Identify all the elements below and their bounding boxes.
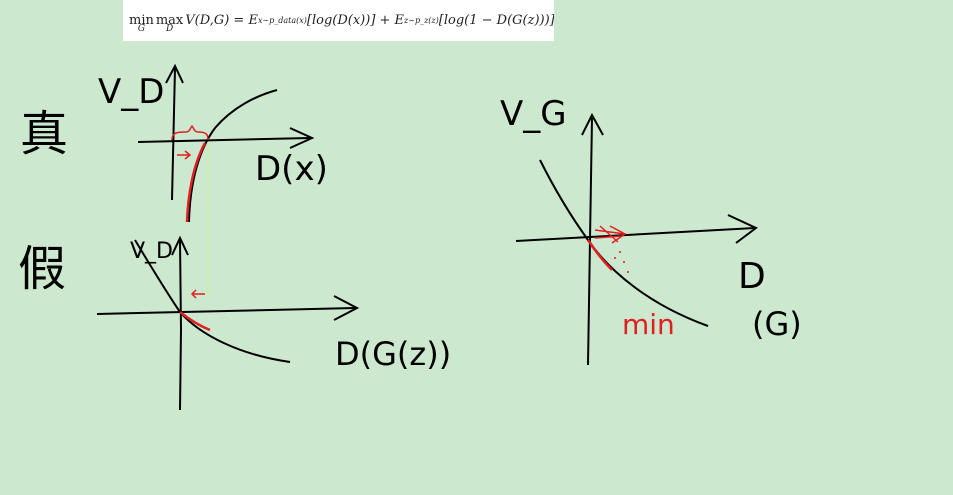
fake-x-axis [96,307,356,315]
gen-x-axis [515,227,756,242]
red-dot [614,257,616,259]
red-arrow-left [190,289,205,299]
fake-character: 假 [18,241,66,297]
dg-label-g: (G) [752,305,802,343]
formula-rhs: [log(1 − D(G(z)))] [438,13,554,28]
red-arrow-right [177,150,192,160]
formula-mid: [log(D(x))] + E [306,13,405,28]
fake-red-segment [179,311,211,332]
dx-label: D(x) [255,149,328,189]
gen-curve [539,159,709,327]
fake-plot: V_D D(G(z)) [96,235,451,411]
gen-red-segment [586,239,613,271]
formula-sub-data: x∼p_data(x) [257,16,307,25]
min-label: min [622,308,675,341]
real-plot: V_D D(x) [98,63,328,223]
fake-y-axis [179,239,183,411]
red-scribble [594,225,627,244]
formula-lhs: V(D,G) = E [185,13,258,28]
real-red-segment [185,142,207,223]
real-character: 真 [20,106,68,162]
red-brace [171,124,209,141]
formula-sub-z: z∼p_z(z) [404,16,439,25]
red-dot [627,271,629,273]
generator-plot: V_G min D (G) [500,94,802,366]
real-y-arrow [165,63,184,84]
real-x-arrow [289,127,315,149]
dg-label-d: D [738,256,766,297]
red-dot [623,261,625,263]
red-dot [619,251,621,253]
real-x-axis [137,137,311,143]
max-operator: max D [155,13,184,34]
dgz-label: D(G(z)) [335,335,451,373]
fake-x-arrow [333,295,360,321]
fake-y-arrow [171,235,189,256]
vd-top-label: V_D [98,72,164,112]
log-curve [188,89,278,223]
gen-y-axis [587,117,593,366]
gen-y-arrow [581,112,604,136]
vg-label: V_G [500,94,567,134]
min-operator: min G [129,13,154,34]
gen-x-arrow [727,214,758,244]
